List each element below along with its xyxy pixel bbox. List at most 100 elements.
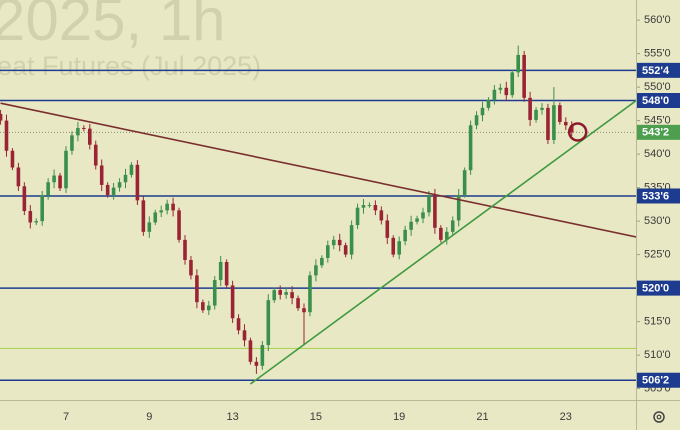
level-label-box (637, 372, 680, 388)
trend-line (249, 99, 636, 385)
candle-body (326, 245, 330, 258)
candle-body (302, 308, 306, 313)
candle-body (28, 211, 33, 223)
candle-body (492, 89, 497, 100)
candle-body (207, 305, 211, 311)
candle-body (165, 203, 169, 211)
candle-body (421, 212, 425, 219)
level-label: 548'0 (642, 95, 669, 107)
candle-body (439, 227, 443, 240)
level-label: 552'4 (642, 65, 670, 77)
candle-body (558, 105, 562, 122)
candle-body (522, 54, 526, 98)
candle-body (129, 164, 134, 175)
last-price-label: 543'2 (642, 127, 669, 139)
y-tick-label: 560'0 (644, 14, 671, 26)
candle-body (82, 127, 86, 129)
candle-body (248, 340, 253, 362)
candle-body (456, 194, 461, 221)
candle-body (510, 72, 515, 96)
candle-body (296, 298, 300, 309)
candle-body (278, 290, 282, 295)
candle-body (52, 175, 56, 183)
candle-body (189, 259, 193, 276)
y-tick-label: 540'0 (644, 148, 671, 160)
candle-body (403, 229, 407, 242)
settings-button[interactable] (653, 411, 665, 423)
candle-body (260, 345, 265, 366)
candle-body (409, 221, 413, 230)
candle-body (4, 120, 9, 151)
candle-body (141, 200, 146, 232)
x-tick-label: 15 (310, 411, 322, 423)
candle-body (105, 184, 110, 195)
candle-body (552, 105, 556, 141)
watermark-title: 2025, 1h (0, 0, 226, 53)
candle-body (0, 113, 3, 121)
candle-body (546, 107, 550, 141)
candle-body (569, 125, 574, 133)
candle-body (201, 302, 205, 311)
candle-body (361, 205, 366, 208)
candle-body (385, 220, 390, 238)
candle-body (504, 87, 509, 96)
candle-body (480, 107, 485, 116)
candle-body (355, 207, 360, 226)
candle-body (183, 239, 187, 260)
level-label-box (637, 188, 680, 204)
settings-gear[interactable] (653, 411, 665, 423)
x-tick-label: 23 (560, 411, 572, 423)
x-tick-label: 21 (476, 411, 488, 423)
candle-body (64, 150, 68, 189)
candle-body (474, 115, 479, 126)
x-tick-label: 7 (63, 411, 69, 423)
candle-body (367, 205, 372, 207)
level-label: 533'6 (642, 190, 669, 202)
level-label: 506'2 (642, 375, 669, 387)
candle-body (230, 285, 235, 319)
y-tick-label: 525'0 (644, 249, 671, 261)
x-tick-label: 9 (146, 411, 152, 423)
candle-body (528, 97, 532, 120)
candle-body (242, 330, 247, 341)
candle-body (337, 239, 342, 246)
y-tick-label: 510'0 (644, 349, 671, 361)
candle-body (76, 127, 80, 136)
candle-body (343, 245, 348, 255)
candle-body (314, 265, 318, 276)
candle-body (212, 280, 217, 306)
candle-body (70, 135, 74, 151)
candle-body (450, 220, 455, 232)
candle-body (540, 107, 544, 110)
level-label-box (637, 62, 680, 78)
candle-body (486, 99, 491, 108)
candle-body (171, 203, 175, 211)
level-label: 520'0 (642, 283, 669, 295)
candle-body (266, 300, 271, 346)
candle-body (135, 164, 140, 201)
candle-body (498, 87, 503, 90)
y-tick-label: 555'0 (644, 48, 671, 60)
candle-body (16, 167, 21, 187)
candle-body (177, 210, 181, 240)
y-tick-label: 530'0 (644, 215, 671, 227)
candle-body (272, 290, 277, 301)
candle-body (224, 261, 229, 286)
settings-gear-center[interactable] (656, 414, 662, 420)
candle-body (153, 212, 158, 223)
candle-body (284, 292, 288, 295)
candle-body (99, 165, 104, 185)
candle-body (34, 221, 39, 223)
candle-body (391, 237, 396, 255)
candle-body (40, 195, 44, 222)
candle-body (415, 218, 419, 222)
candle-body (10, 150, 15, 168)
candle-body (254, 361, 259, 366)
y-tick-label: 515'0 (644, 316, 671, 328)
y-tick-label: 550'0 (644, 81, 671, 93)
plot-area (0, 45, 636, 385)
candle-body (331, 239, 336, 246)
candle-body (373, 205, 378, 211)
